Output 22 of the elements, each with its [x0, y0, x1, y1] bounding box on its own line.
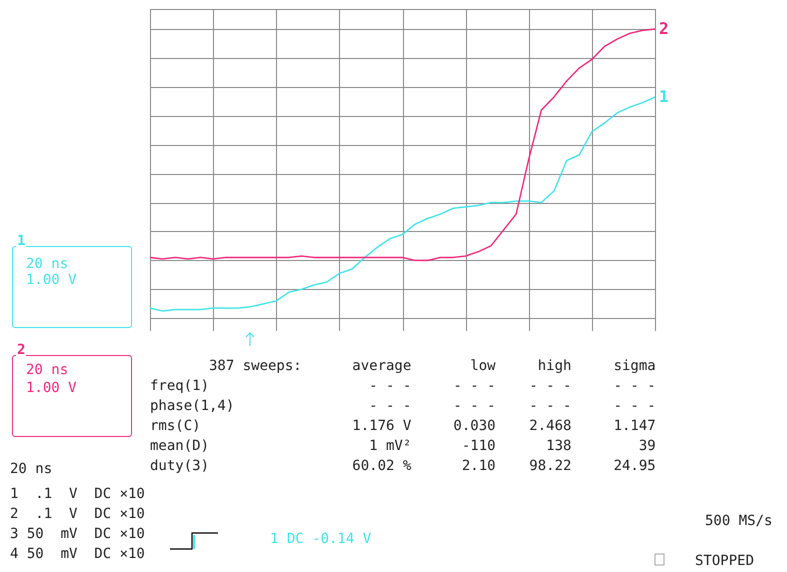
text: 2 — [16, 342, 26, 358]
text: freq(1) - - - - - - - - - - - - — [150, 378, 656, 394]
text: mean(D) 1 mV² -110 138 39 — [150, 438, 656, 454]
text: 1.00 V — [26, 380, 77, 396]
series-label: 2 — [659, 19, 669, 38]
text: 2 .1 V DC ×10 — [10, 506, 145, 522]
text: 3 50 mV DC ×10 — [10, 526, 145, 542]
text: rms(C) 1.176 V 0.030 2.468 1.147 — [150, 418, 656, 434]
text: 20 ns — [26, 362, 68, 378]
text: 1 — [16, 233, 26, 249]
text: 387 sweeps: average low high sigma — [208, 358, 656, 374]
text: 1 DC -0.14 V — [270, 531, 372, 547]
text: 500 MS/s — [705, 513, 772, 529]
text: STOPPED — [695, 553, 754, 569]
text: 20 ns — [10, 461, 52, 477]
text: 1.00 V — [26, 272, 77, 288]
text: phase(1,4) - - - - - - - - - - - - — [150, 398, 656, 414]
text: duty(3) 60.02 % 2.10 98.22 24.95 — [150, 458, 656, 474]
text: 20 ns — [26, 256, 68, 272]
series-label: 1 — [659, 86, 669, 106]
text: 1 .1 V DC ×10 — [10, 486, 145, 502]
text: 4 50 mV DC ×10 — [10, 546, 145, 562]
